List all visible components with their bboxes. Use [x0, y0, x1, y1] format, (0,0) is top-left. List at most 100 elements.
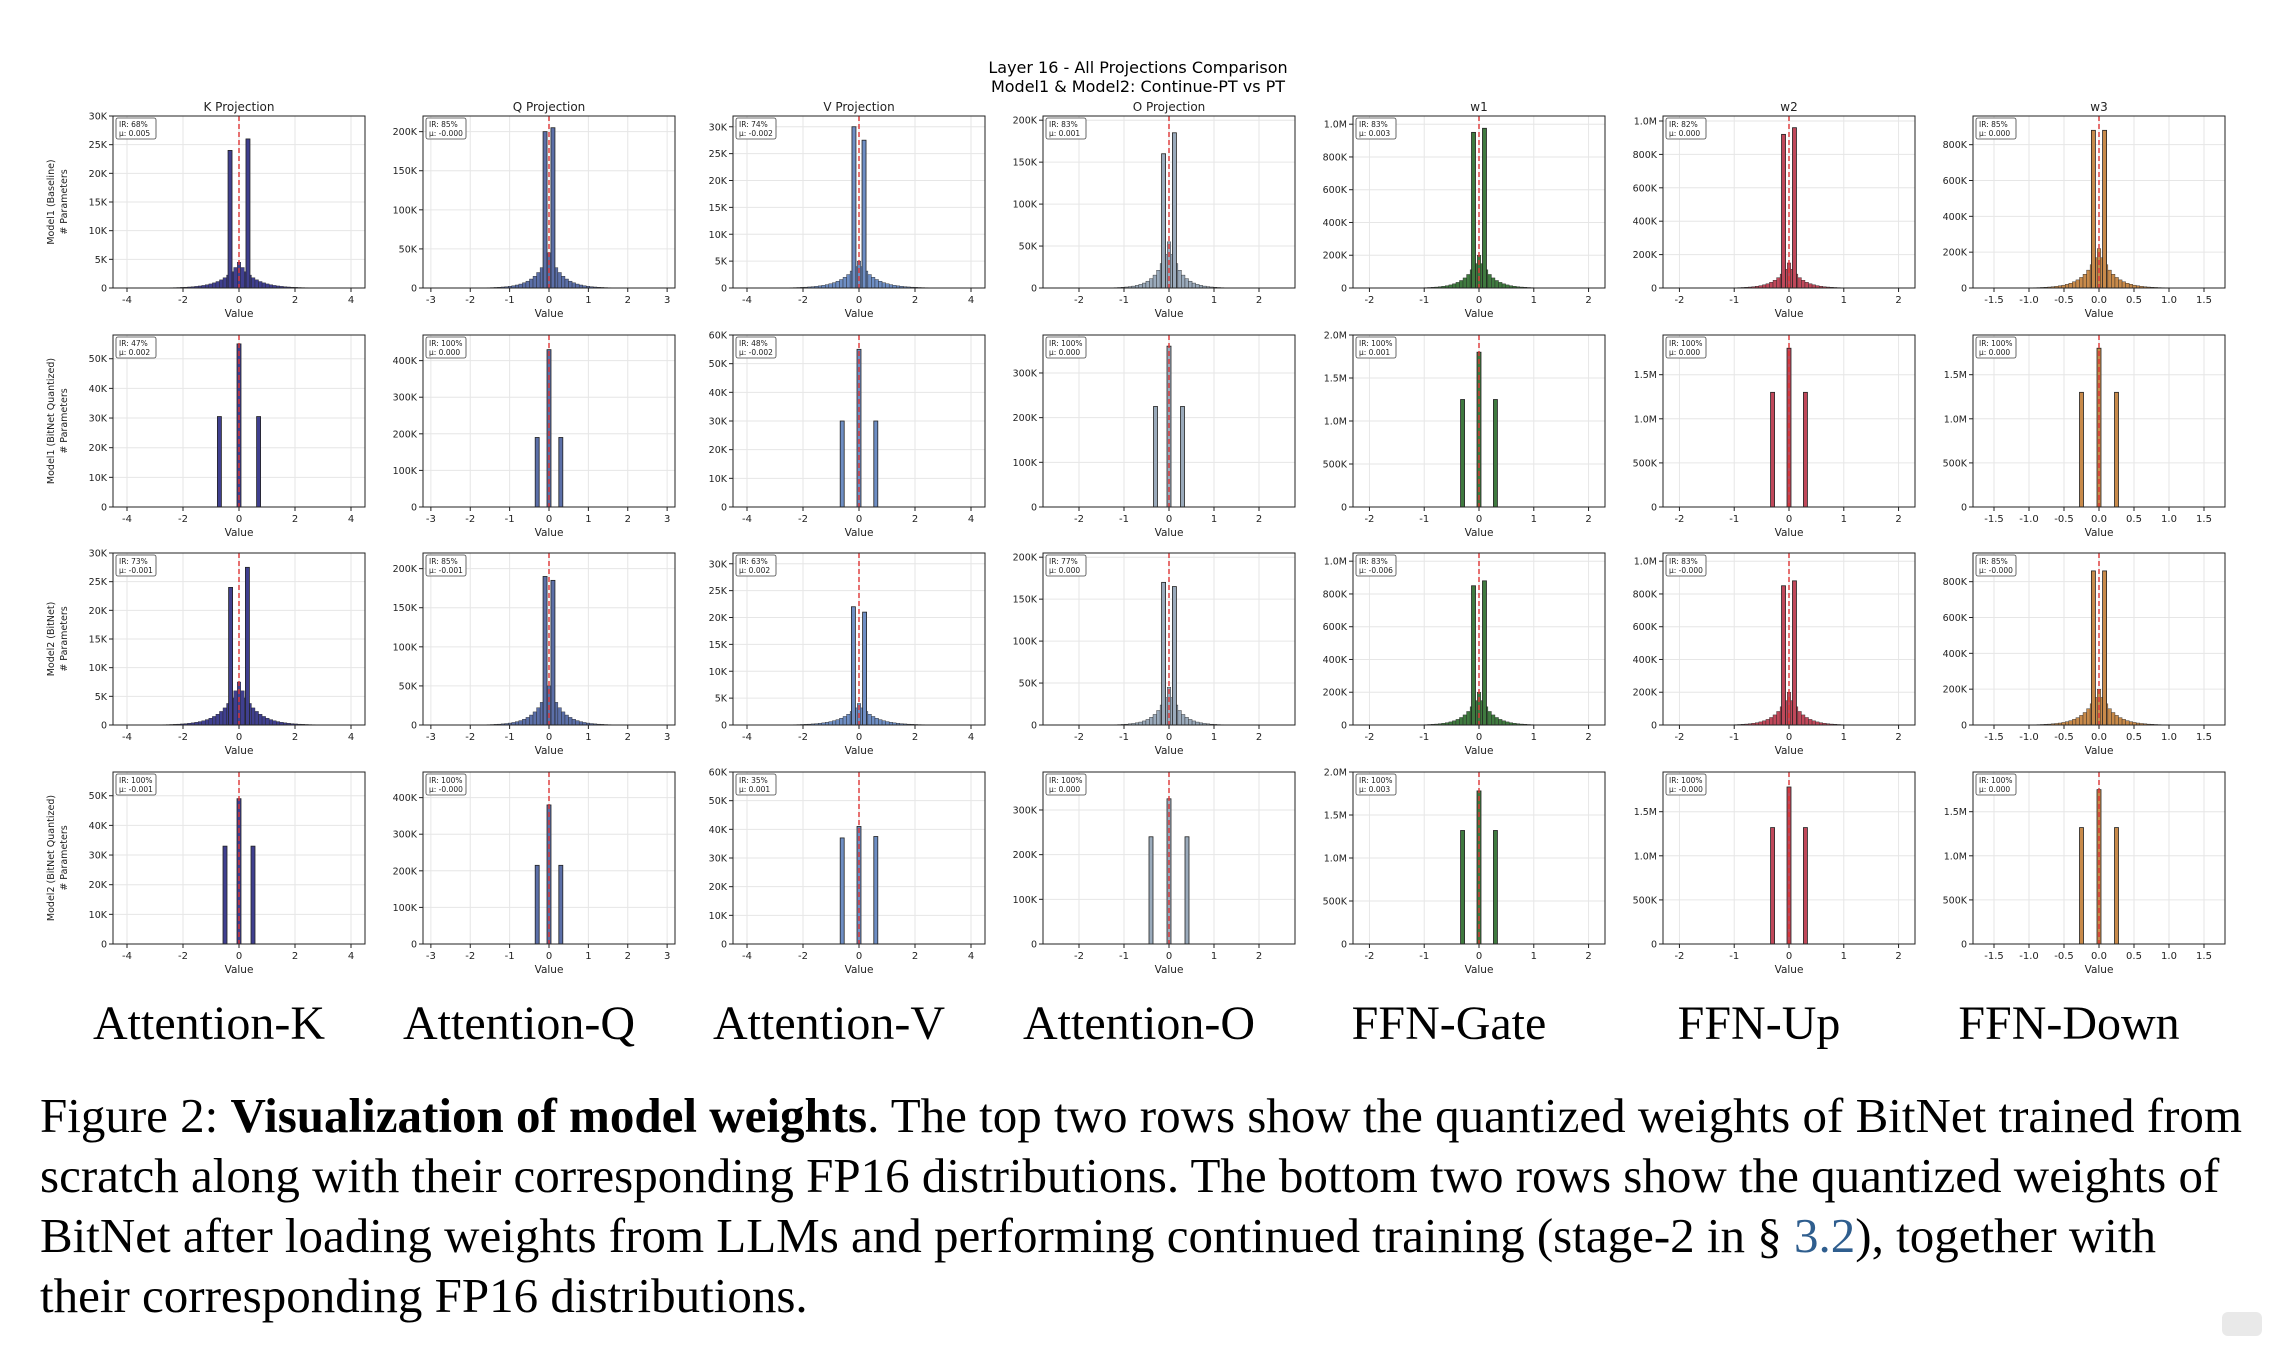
y-tick-label: 300K	[393, 830, 418, 841]
bar-peak-left	[2090, 129, 2096, 289]
x-tick-label: 0	[1476, 732, 1482, 743]
y-tick-label: 500K	[1633, 895, 1658, 906]
x-tick-label: 0	[1786, 732, 1792, 743]
x-tick-label: -2	[1074, 295, 1084, 306]
bar	[254, 279, 259, 289]
stats-box	[1045, 336, 1087, 359]
bar	[2082, 274, 2087, 289]
bar	[2114, 277, 2119, 289]
bar	[1803, 827, 1808, 945]
x-tick-label: -3	[426, 732, 436, 743]
x-axis-label: Value	[1775, 964, 1804, 976]
panel-r0-c6: -1.5 -1.0 -0.5 0.0 0.5 1.0 1.5 Value 0 200K 400K 60…	[1943, 100, 2226, 320]
bar	[2072, 719, 2077, 726]
bar	[233, 267, 238, 289]
panel-r3-c3: -2 -1 0 1 2 Value 0 100K 200K 300K IR: 100%μ: 0.00…	[1013, 771, 1296, 976]
bar	[564, 714, 569, 726]
bar	[240, 690, 245, 726]
x-tick-label: -0.5	[2054, 951, 2074, 962]
x-tick-label: 0	[546, 732, 552, 743]
x-tick-label: 1	[1211, 295, 1217, 306]
figure-caption: Figure 2: Visualization of model weights…	[40, 1086, 2250, 1326]
y-tick-label: 50K	[1019, 242, 1038, 253]
stats-box	[1045, 773, 1087, 796]
bar	[1195, 284, 1200, 289]
x-tick-label: -2	[1364, 951, 1374, 962]
bar	[2079, 827, 2084, 945]
stats-box	[1975, 336, 2017, 359]
x-tick-label: 1	[1531, 295, 1537, 306]
stats-ir: IR: 100%	[1359, 339, 1393, 348]
bar	[839, 420, 845, 508]
bar	[251, 707, 256, 726]
bar-peak-left	[1161, 581, 1166, 726]
y-tick-label: 200K	[1943, 685, 1968, 696]
x-tick-label: 1	[585, 951, 591, 962]
bar-peak-left	[1781, 133, 1786, 289]
y-tick-label: 600K	[1633, 183, 1658, 194]
y-tick-label: 50K	[89, 354, 108, 365]
x-tick-label: 1.5	[2196, 732, 2212, 743]
stats-ir: IR: 73%	[119, 557, 148, 566]
x-tick-label: -4	[122, 514, 132, 525]
x-tick-label: 0	[1166, 732, 1172, 743]
x-tick-label: 3	[664, 295, 670, 306]
x-tick-label: 2	[912, 514, 918, 525]
x-axis-label: Value	[1155, 964, 1184, 976]
y-tick-label: 200K	[1633, 688, 1658, 699]
x-tick-label: -1.0	[2019, 295, 2039, 306]
bar	[2107, 269, 2112, 289]
bar	[1452, 283, 1457, 289]
x-tick-label: 2	[1585, 732, 1591, 743]
bar	[2079, 391, 2084, 508]
row-ylabel-line2: # Parameters	[59, 606, 70, 671]
panel-r0-c2: -4 -2 0 2 4 Value 0 5K 10K 15K 20K 25K 30K IR: 74%μ: …	[709, 100, 986, 320]
stats-mu: μ: -0.002	[739, 129, 773, 138]
bar	[575, 283, 580, 289]
bar	[2125, 720, 2130, 726]
y-tick-label: 150K	[1013, 595, 1038, 606]
y-tick-label: 1.0M	[1944, 414, 1967, 425]
y-tick-label: 200K	[1013, 116, 1038, 127]
y-tick-label: 20K	[89, 880, 108, 891]
stats-ir: IR: 100%	[1669, 776, 1703, 785]
bar	[839, 718, 844, 726]
stats-ir: IR: 35%	[739, 776, 768, 785]
bar	[846, 274, 851, 289]
x-tick-label: -1	[1119, 514, 1129, 525]
panel-r3-c0: -4 -2 0 2 4 Value 0 10K 20K 30K 40K 50K IR: 100%μ: -…	[89, 771, 366, 976]
bar	[2079, 715, 2084, 726]
bar	[529, 714, 534, 726]
bar	[525, 280, 530, 289]
bar	[2128, 721, 2133, 726]
bar	[874, 279, 879, 289]
caption-text-1: . The top two rows show the quantized we…	[40, 1088, 2243, 1263]
bar	[832, 282, 837, 289]
bar	[2125, 283, 2130, 289]
y-tick-label: 30K	[89, 112, 108, 123]
y-tick-label: 20K	[89, 169, 108, 180]
y-tick-label: 800K	[1943, 140, 1968, 151]
caption-section-link[interactable]: 3.2	[1794, 1208, 1856, 1263]
stats-mu: μ: 0.001	[1049, 129, 1080, 138]
bar	[2082, 712, 2087, 726]
x-axis-label: Value	[1155, 527, 1184, 539]
bar	[1145, 280, 1150, 289]
x-tick-label: -2	[798, 732, 808, 743]
bar	[261, 282, 266, 289]
y-tick-label: 10K	[89, 910, 108, 921]
y-tick-label: 10K	[709, 474, 728, 485]
x-tick-label: -2	[798, 295, 808, 306]
x-tick-label: 0.5	[2126, 514, 2142, 525]
x-tick-label: -1	[505, 951, 515, 962]
y-tick-label: 50K	[399, 244, 418, 255]
x-tick-label: 4	[968, 951, 974, 962]
panel-title: Q Projection	[513, 100, 586, 114]
y-tick-label: 100K	[1013, 895, 1038, 906]
x-tick-label: -4	[742, 732, 752, 743]
y-tick-label: 1.5M	[1944, 807, 1967, 818]
x-tick-label: 2	[1895, 951, 1901, 962]
stats-box	[735, 117, 777, 140]
y-tick-label: 400K	[1943, 649, 1968, 660]
x-tick-label: -1.0	[2019, 951, 2039, 962]
